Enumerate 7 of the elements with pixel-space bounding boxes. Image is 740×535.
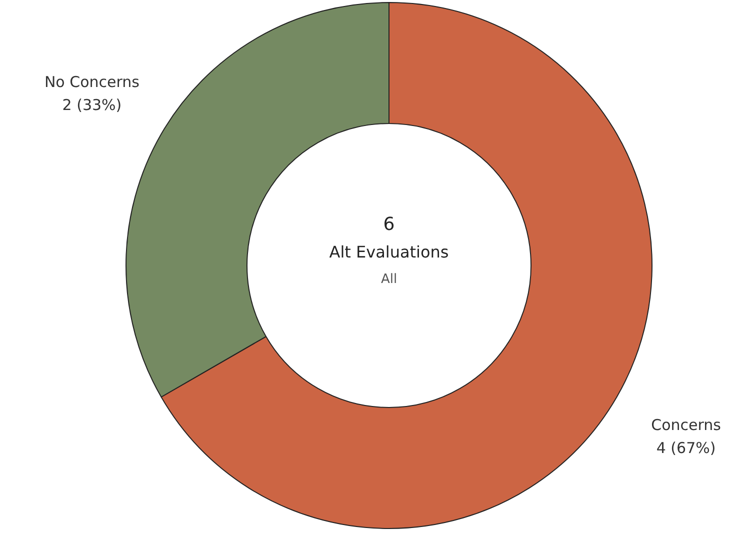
text: Alt Evaluations	[329, 242, 449, 262]
data-label: 2 (33%)	[62, 96, 122, 114]
slice-label: No Concerns	[44, 72, 140, 91]
slice-label: Concerns	[651, 416, 722, 434]
text: All	[380, 272, 398, 287]
text: 6	[383, 214, 395, 236]
data-label: 4 (67%)	[656, 438, 716, 457]
